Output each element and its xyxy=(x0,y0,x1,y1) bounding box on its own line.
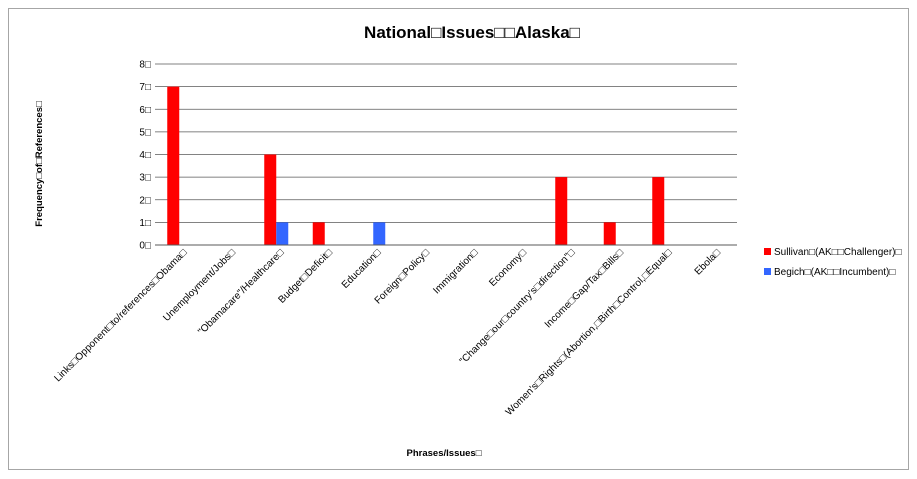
bar xyxy=(373,222,386,245)
y-tick-label: 3□ xyxy=(139,173,151,184)
legend-swatch xyxy=(764,268,771,275)
bar xyxy=(652,177,665,245)
x-axis-title: Phrases/Issues□ xyxy=(407,448,482,459)
bar xyxy=(603,222,616,245)
bar xyxy=(555,177,568,245)
legend-label: Begich□(AK□□Incumbent)□ xyxy=(774,267,895,278)
y-tick-label: 0□ xyxy=(139,241,151,252)
y-tick-label: 4□ xyxy=(139,150,151,161)
bar xyxy=(167,86,180,245)
y-tick-labels: 0□ 1□ 2□ 3□ 4□ 5□ 6□ 7□ 8□ xyxy=(139,60,151,252)
y-tick-label: 7□ xyxy=(139,82,151,93)
gridlines xyxy=(155,63,737,223)
y-tick-label: 8□ xyxy=(139,60,151,71)
legend-swatch xyxy=(764,248,771,255)
chart-title: National□Issues□□Alaska□ xyxy=(364,23,580,42)
y-tick-label: 5□ xyxy=(139,127,151,138)
legend: Sullivan□(AK□□Challenger)□ Begich□(AK□□In… xyxy=(764,247,902,278)
y-tick-label: 6□ xyxy=(139,105,151,116)
y-tick-label: 1□ xyxy=(139,218,151,229)
bar xyxy=(276,222,289,245)
y-tick-label: 2□ xyxy=(139,195,151,206)
bars xyxy=(167,86,665,245)
y-axis-title: Frequency□of□References□ xyxy=(34,101,45,227)
bar xyxy=(264,154,277,245)
chart-border xyxy=(8,8,909,470)
bar xyxy=(312,222,325,245)
legend-label: Sullivan□(AK□□Challenger)□ xyxy=(774,247,902,258)
